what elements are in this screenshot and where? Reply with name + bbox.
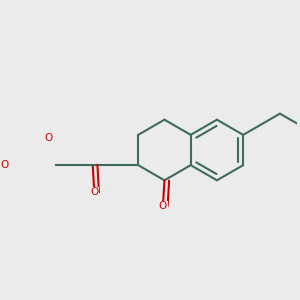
Text: O: O [1,160,9,170]
Text: O: O [90,188,98,197]
Text: O: O [159,201,167,211]
Text: O: O [45,133,53,143]
